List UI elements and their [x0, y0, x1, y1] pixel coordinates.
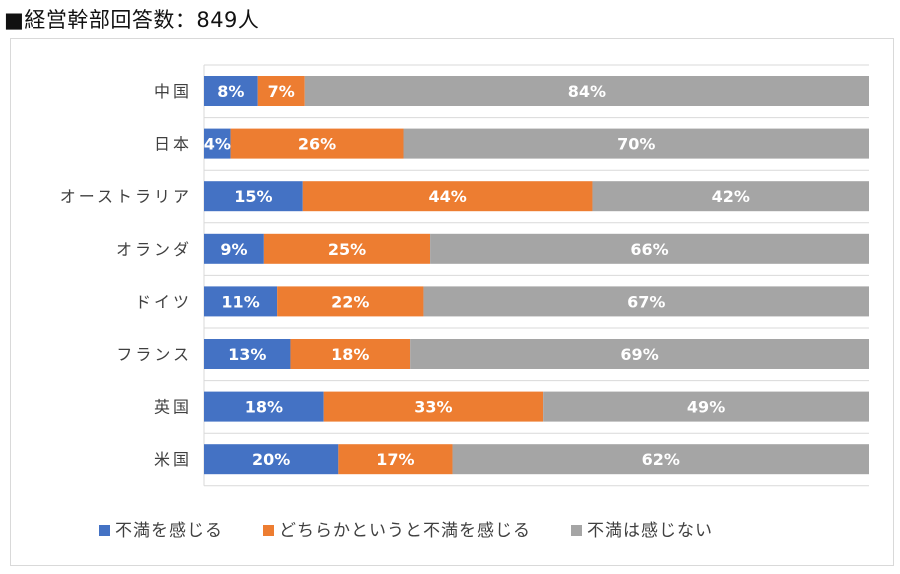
category-label: 中国 [154, 82, 192, 101]
bar-segment [592, 181, 869, 212]
data-label: 18% [245, 398, 283, 417]
bar-segment [204, 286, 278, 317]
bar-segment [204, 233, 264, 264]
bar-segment [204, 391, 324, 422]
category-label: 英国 [154, 398, 192, 417]
stacked-bar-chart: 8% 7% 84% 4% 26% 70% 15% 44% 42% 9% 25% 66% 11% 22% 67… [60, 64, 869, 541]
data-label: 62% [642, 450, 680, 469]
data-label: 44% [428, 187, 466, 206]
bar-segment [430, 233, 869, 264]
bar-segment [323, 391, 544, 422]
data-label: 22% [331, 292, 369, 311]
data-label: 8% [217, 82, 244, 101]
category-label: オランダ [116, 240, 192, 259]
bar-segment [452, 444, 869, 475]
bar-segment [304, 76, 869, 106]
bar-segment [204, 444, 339, 475]
data-label: 15% [234, 187, 272, 206]
category-label: 米国 [154, 450, 192, 469]
data-label: 42% [712, 187, 750, 206]
data-label: 4% [204, 135, 231, 154]
data-label: 13% [228, 345, 266, 364]
category-label: フランス [116, 345, 192, 364]
data-label: 70% [617, 135, 655, 154]
bar-segment [204, 76, 258, 106]
chart-frame: 8% 7% 84% 4% 26% 70% 15% 44% 42% 9% 25% 66% 11% 22% 67… [10, 38, 894, 566]
bar-segment [204, 339, 291, 369]
data-label: 67% [627, 292, 665, 311]
legend: 不満を感じる どちらかというと不満を感じる 不満は感じない [99, 521, 713, 541]
category-label: 日本 [154, 135, 192, 154]
bars: 8% 7% 84% 4% 26% 70% 15% 44% 42% 9% 25% 66% 11% 22% 67… [204, 76, 869, 475]
bar-segment [230, 128, 404, 159]
legend-label: どちらかというと不満を感じる [279, 521, 531, 541]
bar-segment [277, 286, 424, 317]
legend-label: 不満は感じない [587, 521, 713, 541]
category-label: ドイツ [135, 292, 192, 311]
bar-segment [543, 391, 869, 422]
bar-segment [403, 128, 869, 159]
data-label: 9% [220, 240, 247, 259]
data-label: 17% [376, 450, 414, 469]
legend-swatch [99, 525, 110, 536]
data-label: 18% [331, 345, 369, 364]
bar-segment [410, 339, 869, 369]
data-label: 69% [620, 345, 658, 364]
data-label: 33% [414, 398, 452, 417]
data-label: 25% [328, 240, 366, 259]
data-label: 11% [221, 292, 259, 311]
data-label: 84% [568, 82, 606, 101]
bar-segment [263, 233, 431, 264]
data-label: 49% [687, 398, 725, 417]
bar-segment [290, 339, 411, 369]
bar-segment [257, 76, 305, 106]
page-title: ■経営幹部回答数：849人 [4, 8, 260, 32]
legend-swatch [571, 525, 582, 536]
grid-lines [203, 64, 869, 487]
data-label: 20% [252, 450, 290, 469]
bar-segment [204, 128, 231, 159]
legend-label: 不満を感じる [115, 521, 223, 541]
legend-swatch [263, 525, 274, 536]
data-label: 7% [268, 82, 295, 101]
bar-segment [302, 181, 593, 212]
category-label: オーストラリア [60, 187, 192, 206]
bar-segment [204, 181, 303, 212]
data-label: 26% [298, 135, 336, 154]
bar-segment [423, 286, 869, 317]
data-label: 66% [630, 240, 668, 259]
bar-segment [338, 444, 453, 475]
